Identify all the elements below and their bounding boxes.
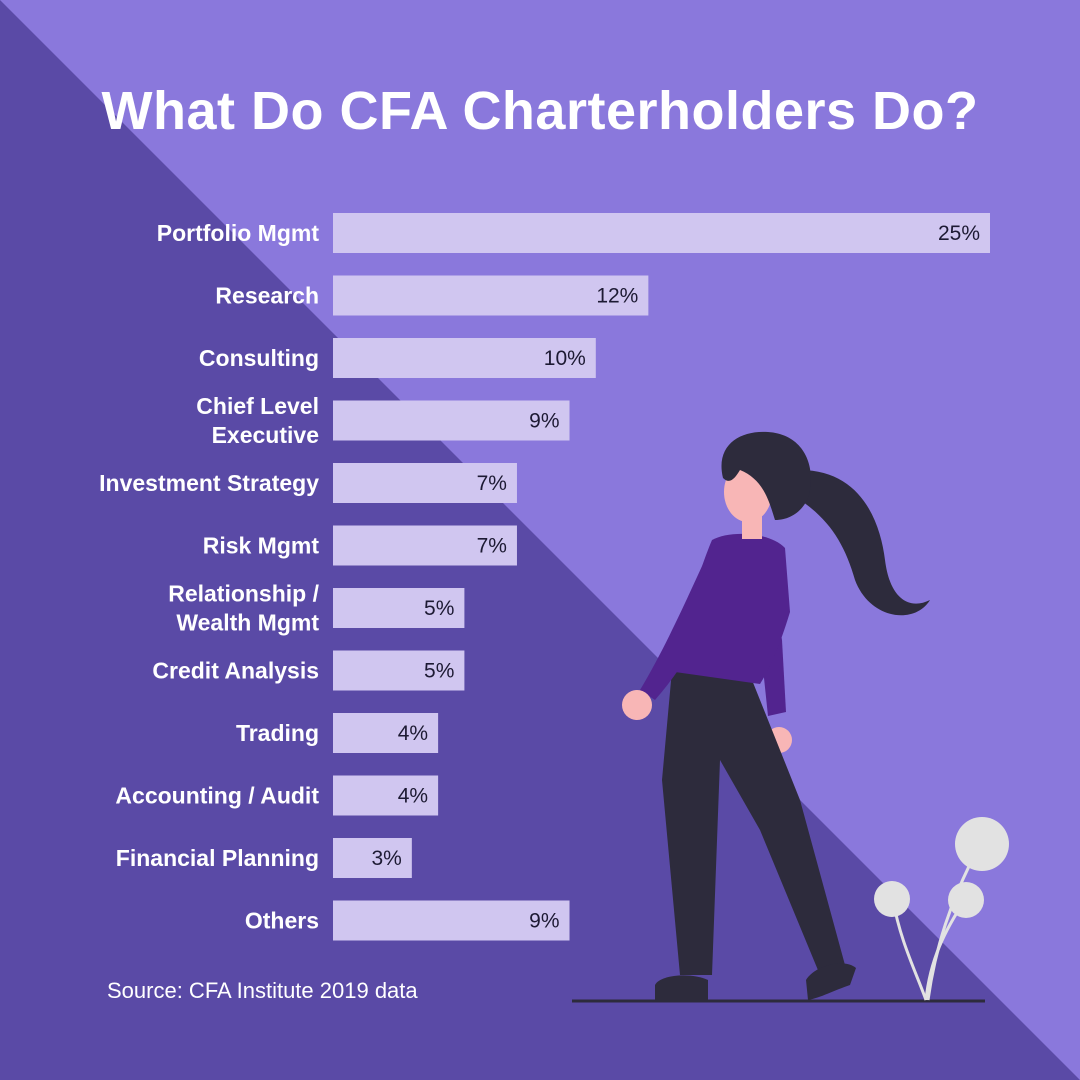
plant-icon: [874, 817, 1009, 1001]
bar-value-label: 10%: [544, 347, 586, 370]
category-label: Portfolio Mgmt: [157, 220, 320, 246]
bar-10: [333, 838, 412, 878]
category-label-line: Wealth Mgmt: [176, 610, 319, 636]
bar-6: [333, 588, 465, 628]
category-label-line: Relationship /: [168, 581, 319, 607]
bar-value-label: 5%: [424, 597, 454, 620]
category-label-line: Financial Planning: [116, 845, 319, 871]
bar-3: [333, 400, 570, 441]
category-label: Trading: [236, 720, 319, 746]
category-label-line: Chief Level: [196, 393, 319, 419]
bar-value-label: 9%: [529, 410, 559, 433]
category-label: Accounting / Audit: [115, 783, 319, 809]
category-label-line: Risk Mgmt: [203, 533, 320, 559]
category-label: Chief Level Executive: [196, 393, 319, 448]
category-label-line: Consulting: [199, 345, 319, 371]
source-note: Source: CFA Institute 2019 data: [107, 978, 418, 1003]
bar-8: [333, 713, 439, 753]
bar-0: [333, 213, 990, 253]
bar-7: [333, 650, 465, 691]
bar-value-label: 12%: [596, 285, 638, 308]
bar-2: [333, 338, 596, 378]
bar-4: [333, 463, 517, 503]
bar-1: [333, 275, 649, 316]
bar-value-label: 7%: [477, 535, 507, 558]
bar-value-label: 5%: [424, 660, 454, 683]
category-label-line: Portfolio Mgmt: [157, 220, 320, 246]
category-label-line: Credit Analysis: [152, 658, 319, 684]
bar-value-label: 25%: [938, 222, 980, 245]
woman-figure-icon: [622, 431, 930, 1000]
category-label-line: Trading: [236, 720, 319, 746]
category-label: Risk Mgmt: [203, 533, 320, 559]
category-label-line: Executive: [212, 422, 319, 448]
bar-value-label: 9%: [529, 910, 559, 933]
category-label-line: Others: [245, 908, 319, 934]
category-label-line: Research: [215, 283, 319, 309]
bar-5: [333, 525, 517, 566]
category-label: Financial Planning: [116, 845, 319, 871]
category-label: Others: [245, 908, 319, 934]
category-label: Research: [215, 283, 319, 309]
category-label: Credit Analysis: [152, 658, 319, 684]
chart-title: What Do CFA Charterholders Do?: [101, 81, 979, 141]
category-label: Consulting: [199, 345, 319, 371]
bar-11: [333, 900, 570, 941]
bar-value-label: 4%: [398, 722, 428, 745]
bar-value-label: 3%: [371, 847, 401, 870]
category-label: Relationship / Wealth Mgmt: [168, 581, 319, 636]
category-label: Investment Strategy: [99, 470, 319, 496]
category-label-line: Investment Strategy: [99, 470, 319, 496]
bar-value-label: 4%: [398, 785, 428, 808]
category-label-line: Accounting / Audit: [115, 783, 319, 809]
bar-9: [333, 775, 439, 816]
bar-value-label: 7%: [477, 472, 507, 495]
